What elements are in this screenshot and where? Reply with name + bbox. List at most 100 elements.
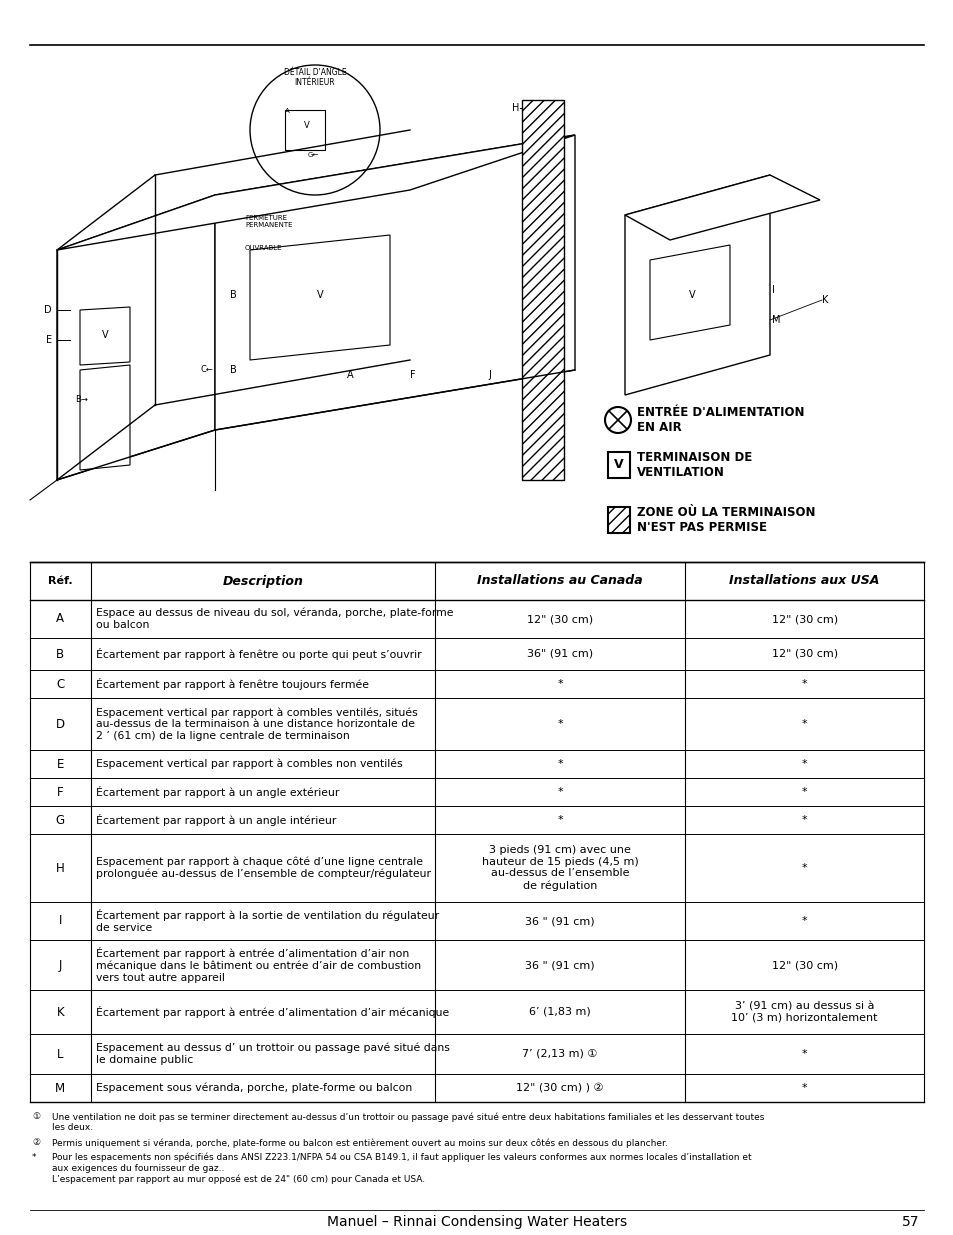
Text: L: L — [57, 1047, 64, 1061]
Text: Permis uniquement si véranda, porche, plate-forme ou balcon est entièrement ouve: Permis uniquement si véranda, porche, pl… — [52, 1137, 667, 1147]
Bar — [607, 508, 629, 534]
Text: *: * — [557, 719, 562, 729]
Text: Installations au Canada: Installations au Canada — [476, 574, 642, 588]
Text: *: * — [557, 679, 562, 689]
Polygon shape — [624, 175, 769, 395]
Text: 3’ (91 cm) au dessus si à
10’ (3 m) horizontalement: 3’ (91 cm) au dessus si à 10’ (3 m) hori… — [731, 1002, 877, 1023]
Text: *: * — [801, 719, 806, 729]
Text: ②: ② — [32, 1137, 40, 1147]
Text: TERMINAISON DE
VENTILATION: TERMINAISON DE VENTILATION — [637, 451, 752, 479]
Text: Espacement au dessus d’ un trottoir ou passage pavé situé dans
le domaine public: Espacement au dessus d’ un trottoir ou p… — [95, 1042, 449, 1065]
Bar — [521, 100, 563, 480]
Text: 36 " (91 cm): 36 " (91 cm) — [525, 916, 595, 926]
Text: Manuel – Rinnai Condensing Water Heaters: Manuel – Rinnai Condensing Water Heaters — [327, 1215, 626, 1229]
Text: Écartement par rapport à un angle extérieur: Écartement par rapport à un angle extéri… — [95, 785, 339, 798]
Text: Pour les espacements non spécifiés dans ANSI Z223.1/NFPA 54 ou CSA B149.1, il fa: Pour les espacements non spécifiés dans … — [52, 1153, 751, 1184]
Text: *: * — [801, 679, 806, 689]
Text: H: H — [56, 862, 65, 874]
Text: *: * — [801, 1083, 806, 1093]
Text: Espacement par rapport à chaque côté d’une ligne centrale
prolonguée au-dessus d: Espacement par rapport à chaque côté d’u… — [95, 857, 431, 879]
Text: M: M — [55, 1082, 66, 1094]
Text: Une ventilation ne doit pas se terminer directement au-dessus d’un trottoir ou p: Une ventilation ne doit pas se terminer … — [52, 1112, 763, 1132]
Text: H: H — [511, 103, 518, 112]
Text: Écartement par rapport à un angle intérieur: Écartement par rapport à un angle intéri… — [95, 814, 335, 826]
Text: FERMETURE
PERMANENTE: FERMETURE PERMANENTE — [245, 215, 293, 228]
Text: Écartement par rapport à fenêtre ou porte qui peut s’ouvrir: Écartement par rapport à fenêtre ou port… — [95, 648, 421, 659]
Text: Écartement par rapport à entrée d’alimentation d’air non
mécanique dans le bâtim: Écartement par rapport à entrée d’alimen… — [95, 947, 420, 983]
Text: J: J — [488, 370, 491, 380]
Text: I: I — [59, 914, 62, 927]
Text: A: A — [56, 613, 65, 625]
Text: I: I — [771, 285, 774, 295]
Text: K: K — [821, 295, 827, 305]
Text: *: * — [32, 1153, 36, 1162]
Polygon shape — [624, 175, 820, 240]
Text: A: A — [346, 370, 353, 380]
Text: ①: ① — [32, 1112, 40, 1121]
Text: 12" (30 cm): 12" (30 cm) — [771, 650, 837, 659]
Text: *: * — [801, 863, 806, 873]
Polygon shape — [214, 135, 575, 430]
Polygon shape — [649, 245, 729, 340]
Text: *: * — [801, 760, 806, 769]
Text: *: * — [801, 1049, 806, 1058]
Text: ENTRÉE D'ALIMENTATION
EN AIR: ENTRÉE D'ALIMENTATION EN AIR — [637, 406, 803, 433]
Text: G: G — [56, 814, 65, 826]
Text: Description: Description — [222, 574, 303, 588]
Text: C: C — [56, 678, 65, 690]
Polygon shape — [80, 308, 130, 366]
Text: J: J — [59, 958, 62, 972]
Text: 57: 57 — [901, 1215, 918, 1229]
Text: K: K — [56, 1005, 64, 1019]
Text: 3 pieds (91 cm) avec une
hauteur de 15 pieds (4,5 m)
au-dessus de l’ensemble
de : 3 pieds (91 cm) avec une hauteur de 15 p… — [481, 845, 638, 890]
Text: Espacement vertical par rapport à combles non ventilés: Espacement vertical par rapport à comble… — [95, 758, 402, 769]
Text: OUVRABLE: OUVRABLE — [245, 245, 282, 251]
Polygon shape — [57, 135, 575, 249]
Text: 12" (30 cm): 12" (30 cm) — [526, 614, 593, 624]
Polygon shape — [250, 235, 390, 359]
Text: B: B — [230, 290, 236, 300]
Polygon shape — [80, 366, 130, 471]
Text: M: M — [771, 315, 780, 325]
Text: *: * — [557, 760, 562, 769]
Text: V: V — [614, 458, 623, 472]
Text: 7’ (2,13 m) ①: 7’ (2,13 m) ① — [522, 1049, 598, 1058]
Text: 12" (30 cm): 12" (30 cm) — [771, 614, 837, 624]
Text: DÉTAIL D'ANGLE
INTÉRIEUR: DÉTAIL D'ANGLE INTÉRIEUR — [283, 68, 346, 88]
Text: C←: C← — [200, 366, 213, 374]
Text: V: V — [688, 290, 695, 300]
Polygon shape — [285, 110, 325, 149]
Text: Espacement sous véranda, porche, plate-forme ou balcon: Espacement sous véranda, porche, plate-f… — [95, 1083, 412, 1093]
Text: Installations aux USA: Installations aux USA — [729, 574, 879, 588]
Text: 6’ (1,83 m): 6’ (1,83 m) — [529, 1007, 591, 1016]
Text: 36 " (91 cm): 36 " (91 cm) — [525, 960, 595, 969]
Text: G←: G← — [308, 152, 319, 158]
Bar — [607, 452, 629, 478]
Text: A: A — [285, 107, 290, 114]
Text: B→: B→ — [75, 395, 88, 405]
Text: Écartement par rapport à entrée d’alimentation d’air mécanique: Écartement par rapport à entrée d’alimen… — [95, 1007, 449, 1018]
Text: 12" (30 cm) ) ②: 12" (30 cm) ) ② — [516, 1083, 603, 1093]
Text: *: * — [801, 916, 806, 926]
Text: Espacement vertical par rapport à combles ventilés, situés
au-dessus de la termi: Espacement vertical par rapport à comble… — [95, 708, 417, 741]
Polygon shape — [57, 195, 214, 480]
Text: *: * — [557, 787, 562, 797]
Text: E: E — [56, 757, 64, 771]
Text: V: V — [304, 121, 310, 130]
Text: 12" (30 cm): 12" (30 cm) — [771, 960, 837, 969]
Text: F: F — [57, 785, 64, 799]
Text: Écartement par rapport à la sortie de ventilation du régulateur
de service: Écartement par rapport à la sortie de ve… — [95, 909, 438, 932]
Text: Réf.: Réf. — [48, 576, 72, 585]
Text: *: * — [801, 787, 806, 797]
Text: B: B — [56, 647, 65, 661]
Text: 36" (91 cm): 36" (91 cm) — [526, 650, 593, 659]
Text: Espace au dessus de niveau du sol, véranda, porche, plate-forme
ou balcon: Espace au dessus de niveau du sol, véran… — [95, 608, 453, 630]
Text: D: D — [45, 305, 52, 315]
Text: *: * — [801, 815, 806, 825]
Text: V: V — [316, 290, 323, 300]
Text: B: B — [230, 366, 236, 375]
Text: Écartement par rapport à fenêtre toujours fermée: Écartement par rapport à fenêtre toujour… — [95, 678, 369, 690]
Text: ZONE OÙ LA TERMINAISON
N'EST PAS PERMISE: ZONE OÙ LA TERMINAISON N'EST PAS PERMISE — [637, 506, 815, 534]
Text: D: D — [56, 718, 65, 730]
Text: *: * — [557, 815, 562, 825]
